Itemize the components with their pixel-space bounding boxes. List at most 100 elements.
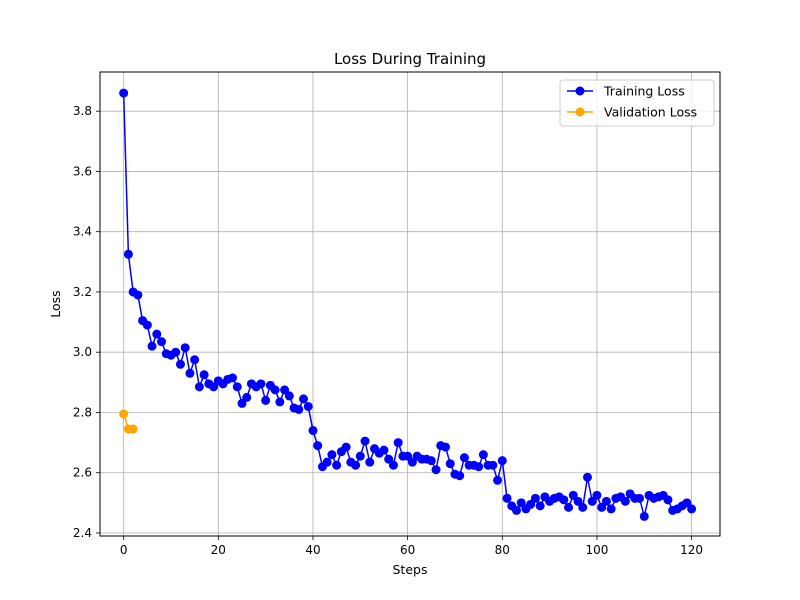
legend-marker [575, 86, 585, 96]
data-point [606, 504, 616, 514]
data-point [256, 379, 266, 389]
data-point [157, 337, 167, 347]
data-point [592, 490, 602, 500]
data-point [308, 426, 318, 436]
data-point [303, 401, 313, 411]
x-axis-label: Steps [393, 562, 428, 577]
legend-box [559, 79, 715, 127]
data-point [682, 498, 692, 508]
data-point [365, 457, 375, 467]
data-point [516, 498, 526, 508]
data-point [502, 493, 512, 503]
data-point [119, 409, 129, 419]
data-point [209, 382, 219, 392]
data-point [474, 462, 484, 472]
data-point [123, 249, 133, 259]
data-point [180, 343, 190, 353]
data-point [403, 451, 413, 461]
y-tick-label: 3.0 [73, 345, 92, 359]
grid-lines [100, 72, 720, 536]
x-tick-label: 40 [305, 543, 320, 557]
data-point [237, 398, 247, 408]
data-point [393, 438, 403, 448]
data-point [147, 341, 157, 351]
data-point [379, 445, 389, 455]
data-point [530, 493, 540, 503]
data-point [635, 493, 645, 503]
data-point [341, 442, 351, 452]
data-point [242, 392, 252, 402]
data-point [128, 424, 138, 434]
x-tick-label: 60 [400, 543, 415, 557]
y-tick-label: 3.8 [73, 104, 92, 118]
data-point [332, 460, 342, 470]
chart-title: Loss During Training [334, 50, 486, 68]
x-tick-label: 0 [120, 543, 128, 557]
legend-label: Training Loss [603, 84, 685, 99]
data-point [294, 404, 304, 414]
data-point [284, 391, 294, 401]
data-point [322, 457, 332, 467]
y-tick-label: 3.2 [73, 285, 92, 299]
data-point [568, 490, 578, 500]
data-point [299, 394, 309, 404]
data-point [351, 460, 361, 470]
data-point [493, 475, 503, 485]
data-point [152, 329, 162, 339]
data-point [582, 472, 592, 482]
data-point [232, 382, 242, 392]
y-tick-label: 2.8 [73, 405, 92, 419]
data-point [199, 370, 209, 380]
data-point [194, 382, 204, 392]
series-layer [119, 88, 697, 521]
data-point [687, 504, 697, 514]
data-point [497, 456, 507, 466]
data-point [133, 290, 143, 300]
data-point [564, 502, 574, 512]
x-tick-label: 120 [680, 543, 703, 557]
data-point [526, 499, 536, 509]
data-point [559, 495, 569, 505]
data-point [431, 465, 441, 475]
data-point [478, 450, 488, 460]
x-axis-ticks: 0 20 40 60 80 100 120 [120, 536, 703, 557]
legend: Training Loss Validation Loss [559, 79, 715, 127]
series-0 [119, 88, 697, 521]
y-tick-label: 3.4 [73, 225, 92, 239]
data-point [407, 457, 417, 467]
data-point [275, 397, 285, 407]
data-point [620, 496, 630, 506]
x-tick-label: 80 [495, 543, 510, 557]
data-point [459, 453, 469, 463]
plot-frame [99, 71, 721, 537]
y-axis-ticks: 2.4 2.6 2.8 3.0 3.2 3.4 3.6 3.8 [73, 104, 100, 540]
data-point [119, 88, 129, 98]
data-point [142, 320, 152, 330]
data-point [360, 436, 370, 446]
data-point [601, 496, 611, 506]
data-point [327, 450, 337, 460]
data-point [445, 459, 455, 469]
y-tick-label: 2.6 [73, 466, 92, 480]
legend-marker [575, 107, 585, 117]
data-point [426, 456, 436, 466]
y-tick-label: 2.4 [73, 526, 92, 540]
data-point [313, 441, 323, 451]
legend-label: Validation Loss [604, 105, 697, 120]
data-point [228, 373, 238, 383]
data-point [455, 471, 465, 481]
data-point [578, 502, 588, 512]
series-1 [119, 409, 138, 434]
data-point [280, 385, 290, 395]
data-point [355, 451, 365, 461]
data-point [535, 501, 545, 511]
data-point [270, 385, 280, 395]
data-point [440, 442, 450, 452]
data-point [587, 496, 597, 506]
data-point [663, 495, 673, 505]
x-tick-label: 20 [211, 543, 226, 557]
data-point [488, 460, 498, 470]
data-point [573, 496, 583, 506]
y-tick-label: 3.6 [73, 164, 92, 178]
